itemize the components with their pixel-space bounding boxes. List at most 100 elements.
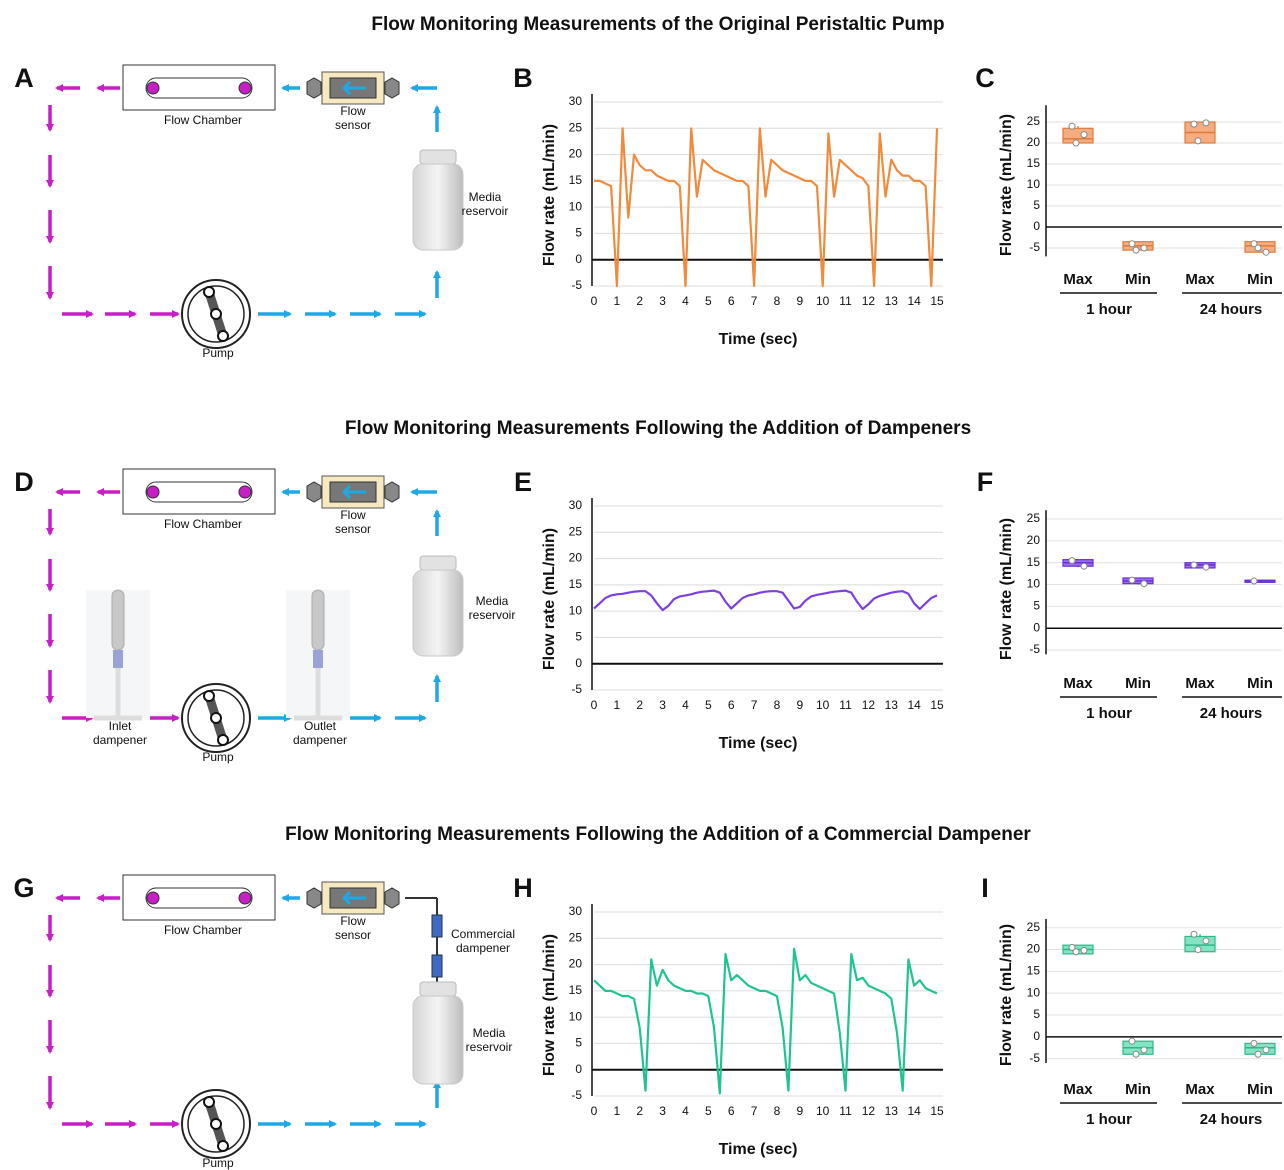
panel-letter: E	[514, 467, 532, 497]
diagram-label: sensor	[335, 928, 371, 942]
x-tick-label: 0	[591, 1104, 598, 1118]
diagram-label: Inlet	[109, 719, 132, 733]
sensor-arrow	[341, 890, 366, 906]
sensor-fitting	[384, 887, 400, 909]
y-tick-label: 0	[1033, 1029, 1040, 1043]
dampener-tube	[311, 589, 325, 651]
pump-roller	[203, 1096, 215, 1108]
pump-roller	[210, 712, 222, 724]
panel-letter: D	[14, 467, 34, 497]
pump-roller	[217, 330, 229, 342]
diagram-label: Flow Chamber	[164, 113, 242, 127]
diagram-label: dampener	[93, 733, 147, 747]
group-label: 1 hour	[1086, 705, 1132, 722]
pump-roller	[217, 734, 229, 746]
y-tick-label: 20	[569, 957, 583, 971]
y-tick-label: 20	[569, 147, 583, 161]
pump-inner	[187, 1095, 245, 1153]
reservoir-body	[412, 569, 464, 657]
x-axis-label: Time (sec)	[719, 735, 798, 752]
data-point	[1194, 137, 1202, 145]
y-tick-label: -5	[1029, 642, 1040, 656]
x-axis-label: Time (sec)	[719, 331, 798, 348]
x-tick-label: 5	[705, 1104, 712, 1118]
data-point	[1132, 246, 1140, 254]
y-axis-label: Flow rate (mL/min)	[998, 114, 1015, 256]
x-tick-label: 7	[751, 698, 758, 712]
x-tick-label: Max	[1185, 1081, 1215, 1098]
data-point	[1072, 139, 1080, 147]
diagram-label: Flow Chamber	[164, 923, 242, 937]
x-tick-label: Max	[1063, 675, 1093, 692]
y-tick-label: 20	[1027, 135, 1041, 149]
pump-roller	[210, 308, 222, 320]
data-point	[1140, 1046, 1148, 1054]
data-point	[1128, 1037, 1136, 1045]
panel-letter: F	[977, 467, 994, 497]
x-tick-label: 5	[705, 698, 712, 712]
diagram-label: Media	[473, 1026, 506, 1040]
pump-inner	[187, 285, 245, 343]
reservoir-body	[412, 163, 464, 251]
x-tick-label: 9	[796, 698, 803, 712]
y-tick-label: 20	[1027, 533, 1041, 547]
x-tick-label: 0	[591, 294, 598, 308]
chamber-port	[146, 891, 160, 905]
diagram-label: Pump	[202, 1156, 234, 1170]
diagram-label: sensor	[335, 522, 371, 536]
y-tick-label: -5	[571, 682, 582, 696]
y-axis-label: Flow rate (mL/min)	[998, 518, 1015, 660]
panel-letter: H	[513, 873, 533, 903]
x-tick-label: Min	[1247, 675, 1273, 692]
x-tick-label: 3	[659, 698, 666, 712]
y-tick-label: 10	[1027, 577, 1041, 591]
y-tick-label: 10	[569, 603, 583, 617]
sensor-fitting	[306, 887, 322, 909]
data-point	[1068, 122, 1076, 130]
panel-letter: I	[981, 873, 989, 903]
commercial-dampener	[431, 954, 443, 978]
y-tick-label: 5	[575, 630, 582, 644]
y-tick-label: -5	[571, 278, 582, 292]
panel-letter: G	[13, 873, 34, 903]
data-point	[1250, 577, 1258, 585]
data-point	[1202, 937, 1210, 945]
sensor-arrow	[341, 80, 366, 96]
x-tick-label: Max	[1185, 271, 1215, 288]
sensor-fitting	[306, 481, 322, 503]
y-tick-label: 10	[569, 199, 583, 213]
diagram-label: reservoir	[466, 1040, 513, 1054]
x-tick-label: 2	[636, 294, 643, 308]
x-tick-label: 2	[636, 1104, 643, 1118]
section-title: Flow Monitoring Measurements of the Orig…	[371, 14, 944, 35]
x-tick-label: 3	[659, 1104, 666, 1118]
data-point	[1080, 946, 1088, 954]
y-tick-label: 15	[569, 577, 583, 591]
diagram-label: Commercial	[451, 927, 515, 941]
diagram-label: reservoir	[469, 608, 516, 622]
y-tick-label: 15	[569, 983, 583, 997]
x-tick-label: 12	[862, 294, 876, 308]
y-tick-label: 25	[569, 120, 583, 134]
y-tick-label: -5	[1029, 240, 1040, 254]
x-tick-label: 8	[774, 1104, 781, 1118]
y-tick-label: 20	[1027, 942, 1041, 956]
chamber-port	[146, 81, 160, 95]
chamber-port	[238, 485, 252, 499]
x-tick-label: Max	[1063, 1081, 1093, 1098]
diagram-label: dampener	[293, 733, 347, 747]
data-point	[1202, 119, 1210, 127]
y-tick-label: 25	[569, 524, 583, 538]
y-axis-label: Flow rate (mL/min)	[541, 934, 558, 1076]
x-tick-label: 4	[682, 294, 689, 308]
reservoir-cap	[419, 981, 457, 997]
panel-letter: C	[975, 63, 995, 93]
chamber-tube	[145, 887, 253, 909]
sensor-fitting	[306, 77, 322, 99]
panel-letter: A	[14, 63, 34, 93]
pump-roller	[203, 690, 215, 702]
y-tick-label: 15	[1027, 964, 1041, 978]
y-axis-label: Flow rate (mL/min)	[541, 528, 558, 670]
diagram-label: Flow	[340, 104, 366, 118]
data-point	[1072, 948, 1080, 956]
